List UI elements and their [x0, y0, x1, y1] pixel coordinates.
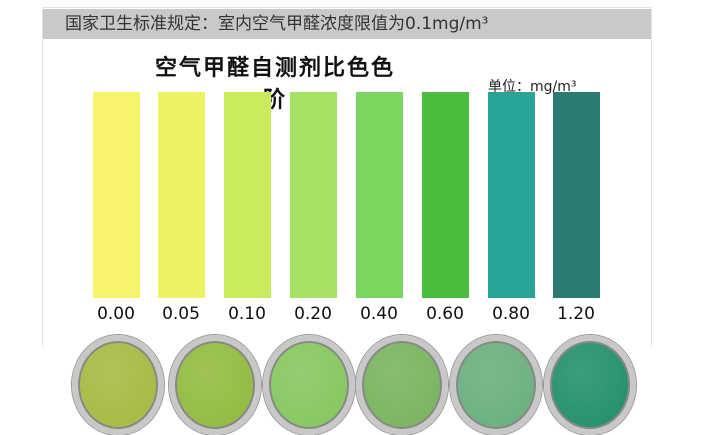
sample-cup — [169, 335, 261, 435]
swatch-value-label: 1.20 — [557, 304, 595, 324]
standard-notice: 国家卫生标准规定：室内空气甲醛浓度限值为0.1mg/m³ — [43, 9, 651, 39]
color-swatch — [224, 92, 271, 298]
sample-cup — [356, 335, 448, 435]
color-swatch — [356, 92, 403, 298]
swatch-value-label: 0.40 — [360, 304, 398, 324]
chart-card — [42, 7, 652, 347]
color-swatch — [553, 92, 600, 298]
chart-title: 空气甲醛自测剂比色色阶 — [154, 55, 395, 113]
swatch-value-label: 0.00 — [97, 304, 135, 324]
swatch-value-label: 0.20 — [294, 304, 332, 324]
color-swatch — [93, 92, 140, 298]
swatch-value-label: 0.05 — [162, 304, 200, 324]
sample-cup — [544, 335, 636, 435]
color-swatch — [158, 92, 205, 298]
color-swatch — [290, 92, 337, 298]
sample-cup — [72, 335, 164, 435]
color-swatch — [488, 92, 535, 298]
sample-cup — [263, 335, 355, 435]
color-swatch — [422, 92, 469, 298]
sample-cup — [450, 335, 542, 435]
swatch-value-label: 0.60 — [426, 304, 464, 324]
swatch-value-label: 0.80 — [492, 304, 530, 324]
unit-label: 单位：mg/m³ — [488, 79, 577, 95]
swatch-value-label: 0.10 — [228, 304, 266, 324]
